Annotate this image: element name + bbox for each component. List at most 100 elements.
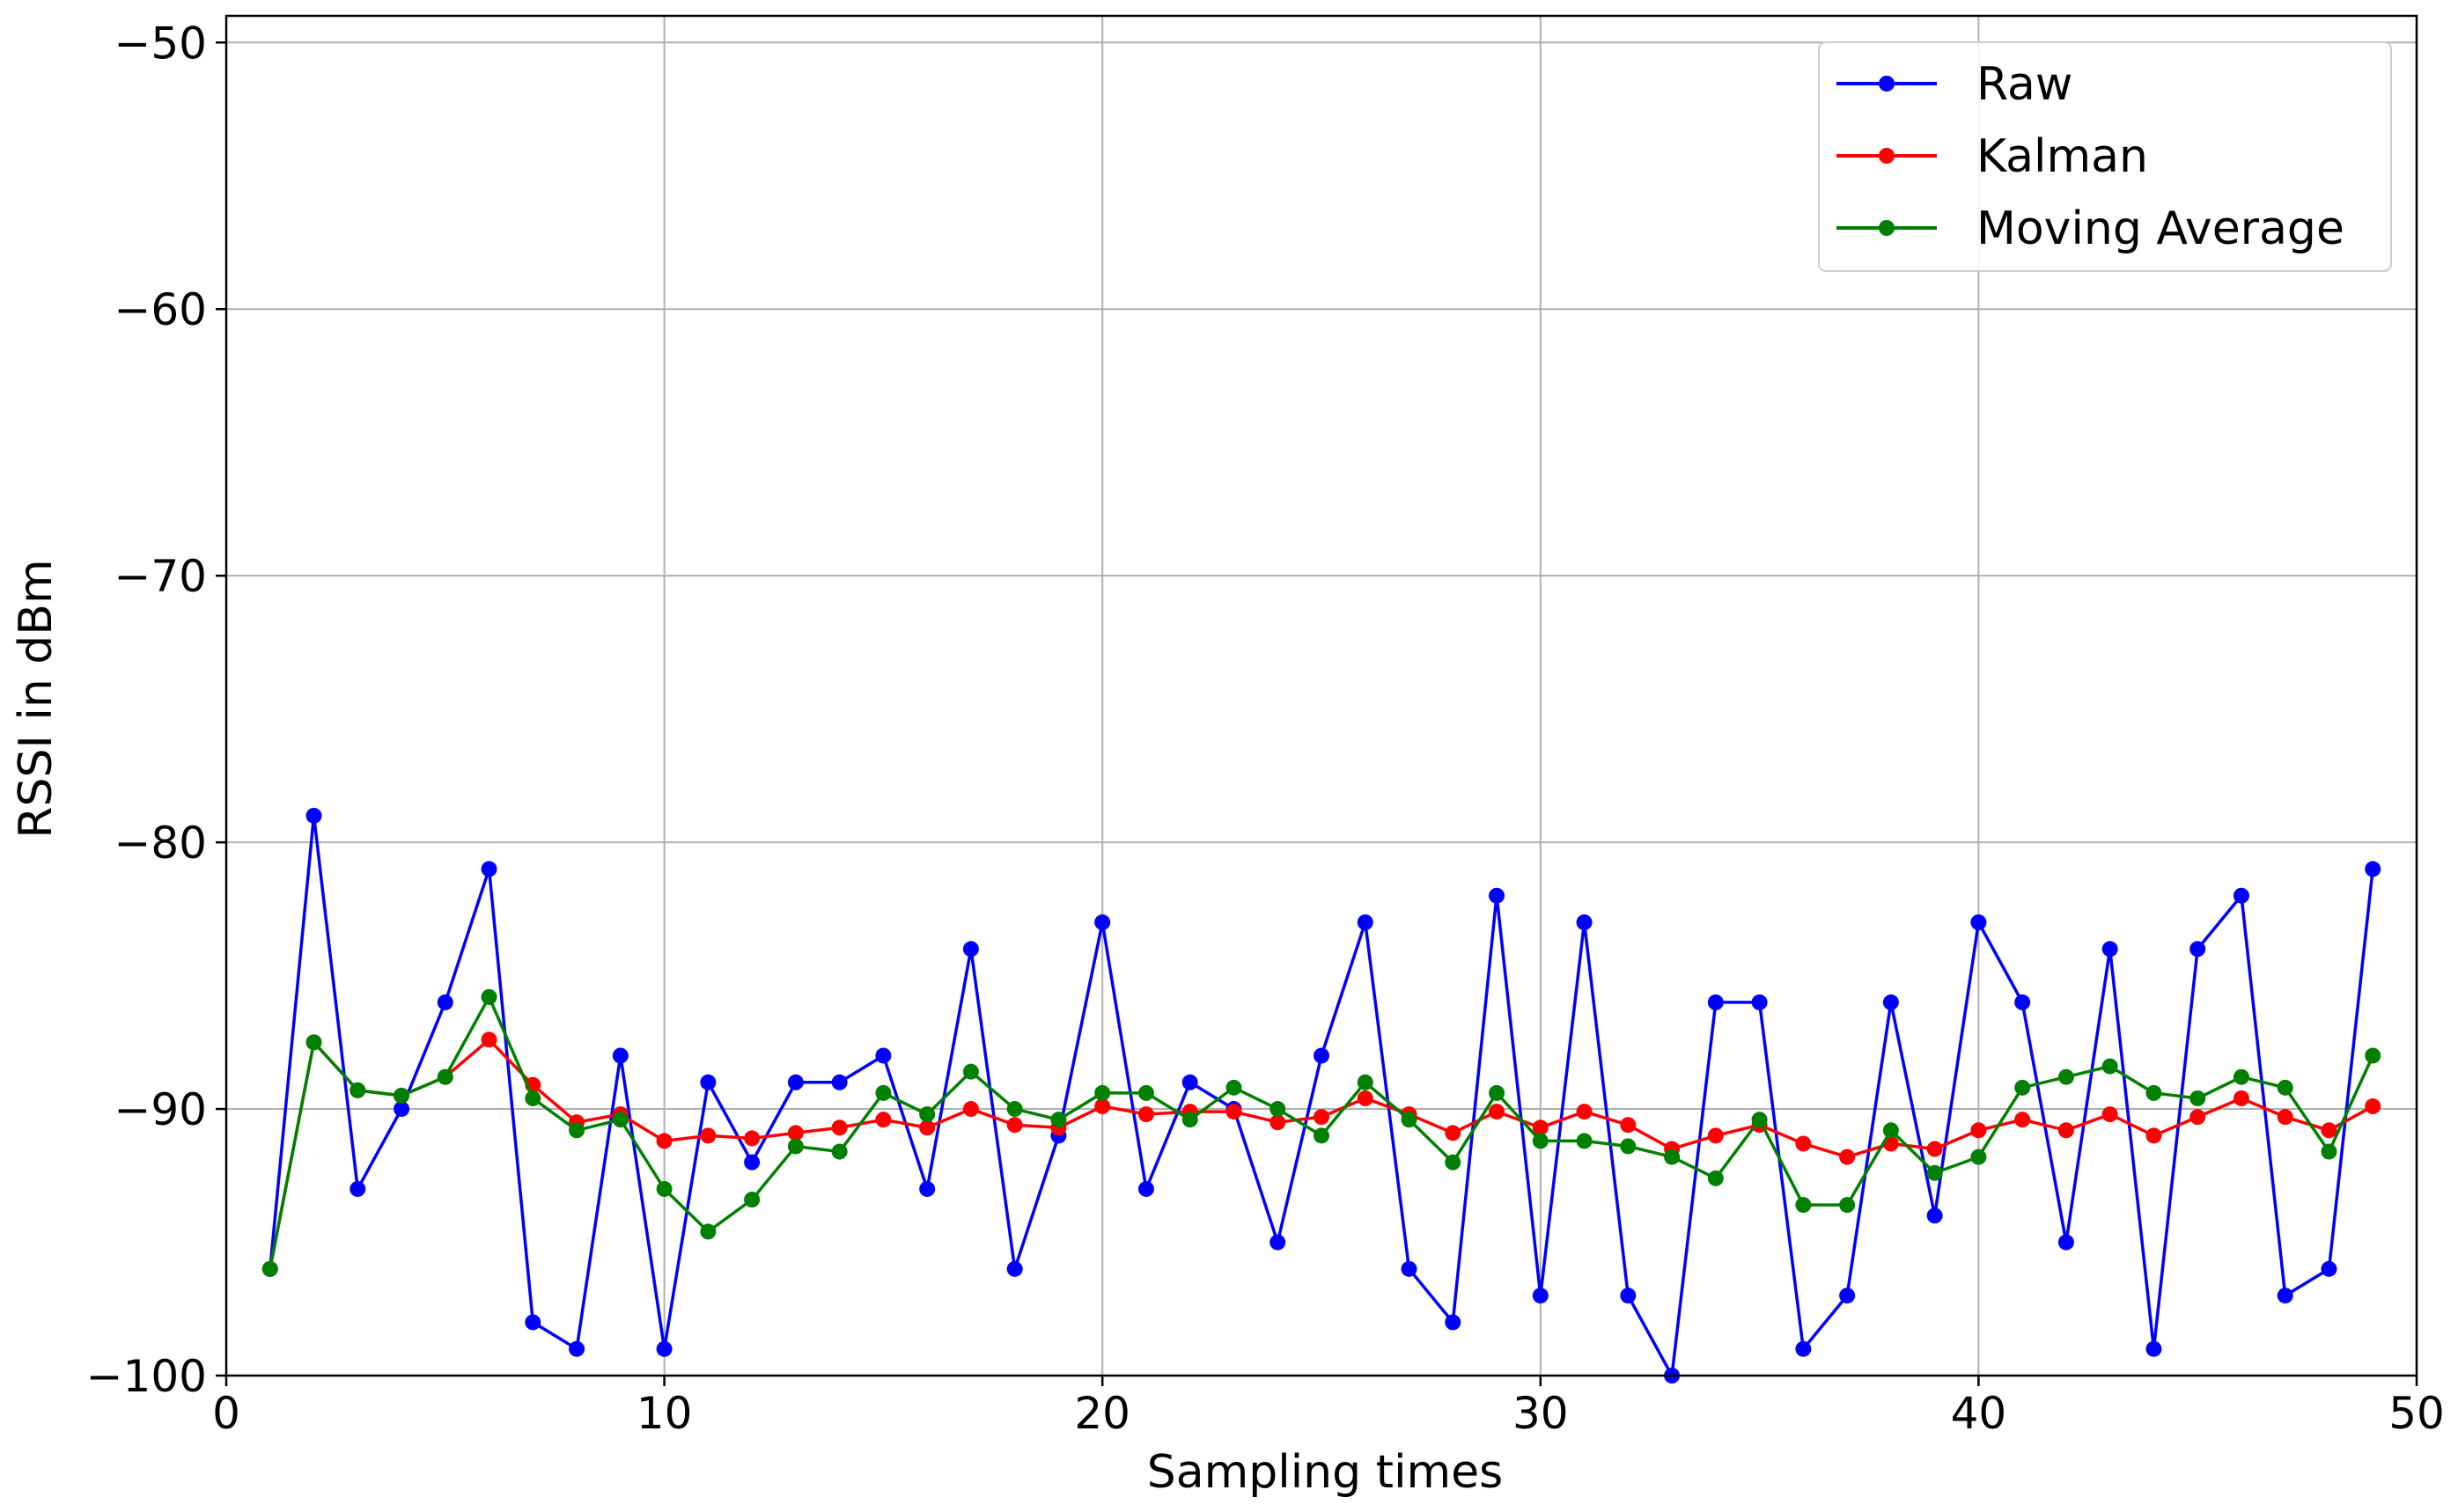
legend: Raw Kalman Moving Average	[1818, 41, 2392, 272]
data-point-kalman	[1225, 1104, 1242, 1120]
data-point-raw	[1576, 914, 1593, 930]
legend-box	[1818, 41, 2392, 272]
data-point-moving-average	[1445, 1154, 1461, 1171]
y-tick-label: −80	[114, 818, 207, 869]
data-point-moving-average	[261, 1260, 278, 1277]
data-point-raw	[2145, 1340, 2162, 1357]
data-point-moving-average	[481, 988, 497, 1005]
data-point-raw	[1445, 1314, 1461, 1331]
data-point-raw	[919, 1180, 936, 1197]
data-point-raw	[1620, 1288, 1637, 1304]
data-point-moving-average	[1006, 1101, 1023, 1118]
data-point-moving-average	[919, 1106, 936, 1123]
legend-label-kalman: Kalman	[1976, 130, 2148, 183]
data-point-kalman	[2233, 1090, 2249, 1106]
data-point-moving-average	[2189, 1090, 2206, 1106]
data-point-kalman	[2321, 1122, 2337, 1139]
x-tick-label: 10	[637, 1388, 693, 1439]
data-point-kalman	[1839, 1149, 1856, 1165]
legend-label-raw: Raw	[1976, 58, 2072, 111]
y-tick-label: −50	[114, 18, 207, 69]
data-point-raw	[525, 1314, 541, 1331]
data-point-kalman	[2145, 1127, 2162, 1144]
data-point-raw	[569, 1340, 585, 1357]
series-layer	[261, 807, 2381, 1384]
data-point-raw	[1489, 887, 1505, 904]
data-point-kalman	[2057, 1122, 2074, 1139]
data-point-kalman	[2014, 1112, 2031, 1128]
data-point-moving-average	[2233, 1068, 2249, 1085]
data-point-raw	[2189, 941, 2206, 958]
data-point-raw	[1839, 1288, 1856, 1304]
data-point-raw	[2277, 1288, 2293, 1304]
data-point-kalman	[919, 1119, 936, 1136]
data-point-kalman	[656, 1133, 673, 1149]
data-point-moving-average	[1181, 1112, 1198, 1128]
data-point-kalman	[1576, 1104, 1593, 1120]
data-point-moving-average	[744, 1192, 761, 1208]
y-tick-label: −60	[114, 284, 207, 335]
x-tick-label: 30	[1512, 1388, 1569, 1439]
data-point-moving-average	[875, 1084, 892, 1101]
data-point-moving-average	[962, 1063, 979, 1080]
data-point-moving-average	[1094, 1084, 1111, 1101]
data-point-raw	[1882, 994, 1899, 1010]
data-point-kalman	[1094, 1098, 1111, 1115]
data-point-kalman	[1314, 1109, 1329, 1126]
series-raw	[261, 807, 2381, 1384]
x-tick-label: 40	[1951, 1388, 2007, 1439]
data-point-raw	[744, 1154, 761, 1171]
data-point-raw	[2365, 861, 2381, 877]
data-point-moving-average	[656, 1180, 673, 1197]
data-point-moving-average	[1620, 1138, 1637, 1155]
data-point-raw	[437, 994, 453, 1010]
data-point-moving-average	[437, 1068, 453, 1085]
data-point-moving-average	[1050, 1112, 1067, 1128]
y-axis-label: RSSI in dBm	[10, 559, 63, 838]
data-point-kalman	[1620, 1117, 1637, 1134]
data-point-raw	[1006, 1260, 1023, 1277]
data-point-raw	[350, 1180, 366, 1197]
data-point-kalman	[481, 1031, 497, 1048]
data-point-moving-average	[305, 1034, 322, 1051]
data-point-moving-average	[394, 1087, 410, 1104]
data-point-moving-average	[1489, 1084, 1505, 1101]
data-point-kalman	[875, 1112, 892, 1128]
data-point-raw	[1137, 1180, 1154, 1197]
data-point-moving-average	[2101, 1058, 2118, 1075]
data-point-raw	[394, 1101, 410, 1118]
data-point-kalman	[831, 1119, 848, 1136]
data-point-raw	[481, 861, 497, 877]
data-point-kalman	[1926, 1141, 1943, 1157]
data-point-kalman	[2101, 1106, 2118, 1123]
data-point-raw	[700, 1074, 717, 1090]
data-point-moving-average	[1926, 1164, 1943, 1181]
data-point-raw	[305, 807, 322, 824]
data-point-moving-average	[1751, 1112, 1768, 1128]
data-point-raw	[2057, 1234, 2074, 1251]
data-point-raw	[2014, 994, 2031, 1010]
data-point-raw	[1401, 1260, 1417, 1277]
data-point-kalman	[1489, 1104, 1505, 1120]
data-point-moving-average	[525, 1090, 541, 1106]
data-point-raw	[787, 1074, 804, 1090]
data-point-raw	[831, 1074, 848, 1090]
data-point-moving-average	[1795, 1197, 1812, 1214]
x-axis-label: Sampling times	[1147, 1446, 1504, 1499]
data-point-raw	[1532, 1288, 1549, 1304]
data-point-raw	[1707, 994, 1724, 1010]
data-point-kalman	[1532, 1119, 1549, 1136]
data-point-moving-average	[612, 1112, 629, 1128]
data-point-moving-average	[1401, 1112, 1417, 1128]
data-point-kalman	[2365, 1098, 2381, 1115]
data-point-kalman	[1269, 1114, 1286, 1131]
legend-marker-kalman	[1879, 148, 1895, 164]
data-point-raw	[1926, 1207, 1943, 1224]
y-tick-label: −90	[114, 1084, 207, 1135]
data-point-raw	[1314, 1047, 1329, 1064]
data-point-moving-average	[2277, 1079, 2293, 1096]
data-point-moving-average	[2014, 1079, 2031, 1096]
x-tick-label: 50	[2388, 1388, 2445, 1439]
data-point-kalman	[962, 1101, 979, 1118]
